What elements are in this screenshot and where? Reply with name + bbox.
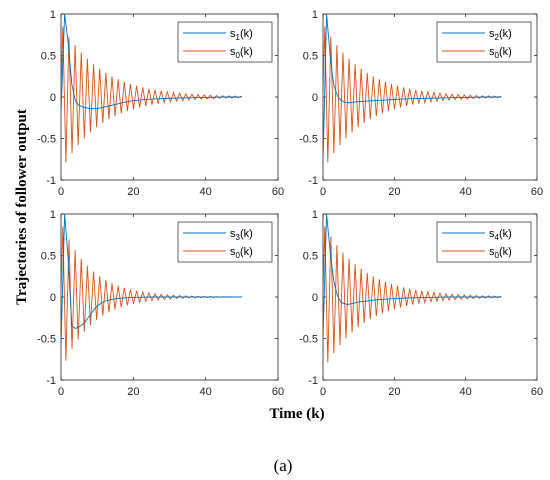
y-tick-label: 0 bbox=[312, 292, 318, 304]
y-tick-label: 0.5 bbox=[41, 51, 56, 63]
x-tick-label: 40 bbox=[460, 186, 472, 198]
legend: s2(k) s0(k) bbox=[436, 21, 532, 63]
x-tick-label: 0 bbox=[58, 186, 64, 198]
x-tick-label: 20 bbox=[127, 386, 139, 398]
y-tick-label: -1 bbox=[308, 175, 318, 187]
x-tick-label: 40 bbox=[200, 186, 212, 198]
y-tick-label: -0.5 bbox=[299, 134, 318, 146]
x-tick-label: 0 bbox=[320, 386, 326, 398]
legend-box bbox=[436, 221, 532, 263]
legend-entry: s1(k) bbox=[230, 28, 253, 42]
y-tick-label: -1 bbox=[308, 375, 318, 387]
plot-area bbox=[323, 214, 502, 363]
plot-area bbox=[61, 214, 242, 361]
subplot-4: 0 20 40 60 -1 -0.5 0 0.5 1 s4(k) s0(k) bbox=[299, 209, 543, 398]
y-tick-label: 1 bbox=[50, 9, 56, 21]
y-tick-label: -1 bbox=[46, 175, 56, 187]
series-line-s0 bbox=[61, 226, 242, 361]
legend-box bbox=[177, 221, 273, 263]
legend: s4(k) s0(k) bbox=[436, 221, 532, 263]
y-tick-label: 0 bbox=[50, 92, 56, 104]
y-tick-label: -1 bbox=[46, 375, 56, 387]
series-line-s0 bbox=[61, 26, 243, 163]
subplot-1: 0 20 40 60 -1 -0.5 0 0.5 1 s1(k) s0(k) bbox=[37, 9, 284, 198]
subplot-2: 0 20 40 60 -1 -0.5 0 0.5 1 s2(k) s0(k) bbox=[299, 9, 543, 198]
legend-entry: s4(k) bbox=[489, 228, 512, 242]
x-tick-label: 60 bbox=[272, 386, 284, 398]
series-line-s1 bbox=[61, 14, 242, 114]
x-tick-label: 20 bbox=[388, 386, 400, 398]
y-tick-label: 0.5 bbox=[303, 51, 318, 63]
y-axis-label: Trajectories of follower output bbox=[14, 109, 30, 305]
x-axis-label: Time (k) bbox=[269, 406, 324, 422]
legend-box bbox=[436, 21, 532, 63]
x-tick-label: 20 bbox=[127, 186, 139, 198]
series-line-s2 bbox=[323, 14, 502, 164]
y-tick-label: 1 bbox=[50, 209, 56, 221]
x-tick-label: 0 bbox=[58, 386, 64, 398]
legend-entry: s3(k) bbox=[230, 228, 253, 242]
y-tick-label: 0 bbox=[50, 292, 56, 304]
y-tick-label: 0 bbox=[312, 92, 318, 104]
figure-caption: (a) bbox=[274, 456, 293, 475]
x-tick-label: 60 bbox=[272, 186, 284, 198]
x-tick-label: 0 bbox=[320, 186, 326, 198]
x-tick-label: 60 bbox=[531, 386, 543, 398]
legend-entry: s0(k) bbox=[230, 46, 253, 60]
y-tick-label: 1 bbox=[312, 209, 318, 221]
plot-area bbox=[61, 14, 243, 163]
x-tick-label: 40 bbox=[460, 386, 472, 398]
legend: s1(k) s0(k) bbox=[177, 21, 273, 63]
y-tick-label: 0.5 bbox=[303, 251, 318, 263]
series-line-s4 bbox=[323, 214, 502, 339]
x-tick-label: 60 bbox=[531, 186, 543, 198]
y-tick-label: -0.5 bbox=[37, 134, 56, 146]
y-tick-label: -0.5 bbox=[299, 334, 318, 346]
series-line-s3 bbox=[61, 214, 242, 347]
legend-entry: s2(k) bbox=[489, 28, 512, 42]
legend-entry: s0(k) bbox=[489, 46, 512, 60]
legend-entry: s0(k) bbox=[230, 246, 253, 260]
x-tick-label: 40 bbox=[200, 386, 212, 398]
legend-box bbox=[177, 21, 273, 63]
legend: s3(k) s0(k) bbox=[177, 221, 273, 263]
plot-area bbox=[323, 14, 502, 164]
x-tick-label: 20 bbox=[388, 186, 400, 198]
subplot-3: 0 20 40 60 -1 -0.5 0 0.5 1 s3(k) s0(k) bbox=[37, 209, 284, 398]
y-tick-label: 1 bbox=[312, 9, 318, 21]
y-tick-label: 0.5 bbox=[41, 251, 56, 263]
y-tick-label: -0.5 bbox=[37, 334, 56, 346]
series-line-s0 bbox=[323, 226, 502, 363]
legend-entry: s0(k) bbox=[489, 246, 512, 260]
series-line-s0 bbox=[323, 26, 502, 163]
